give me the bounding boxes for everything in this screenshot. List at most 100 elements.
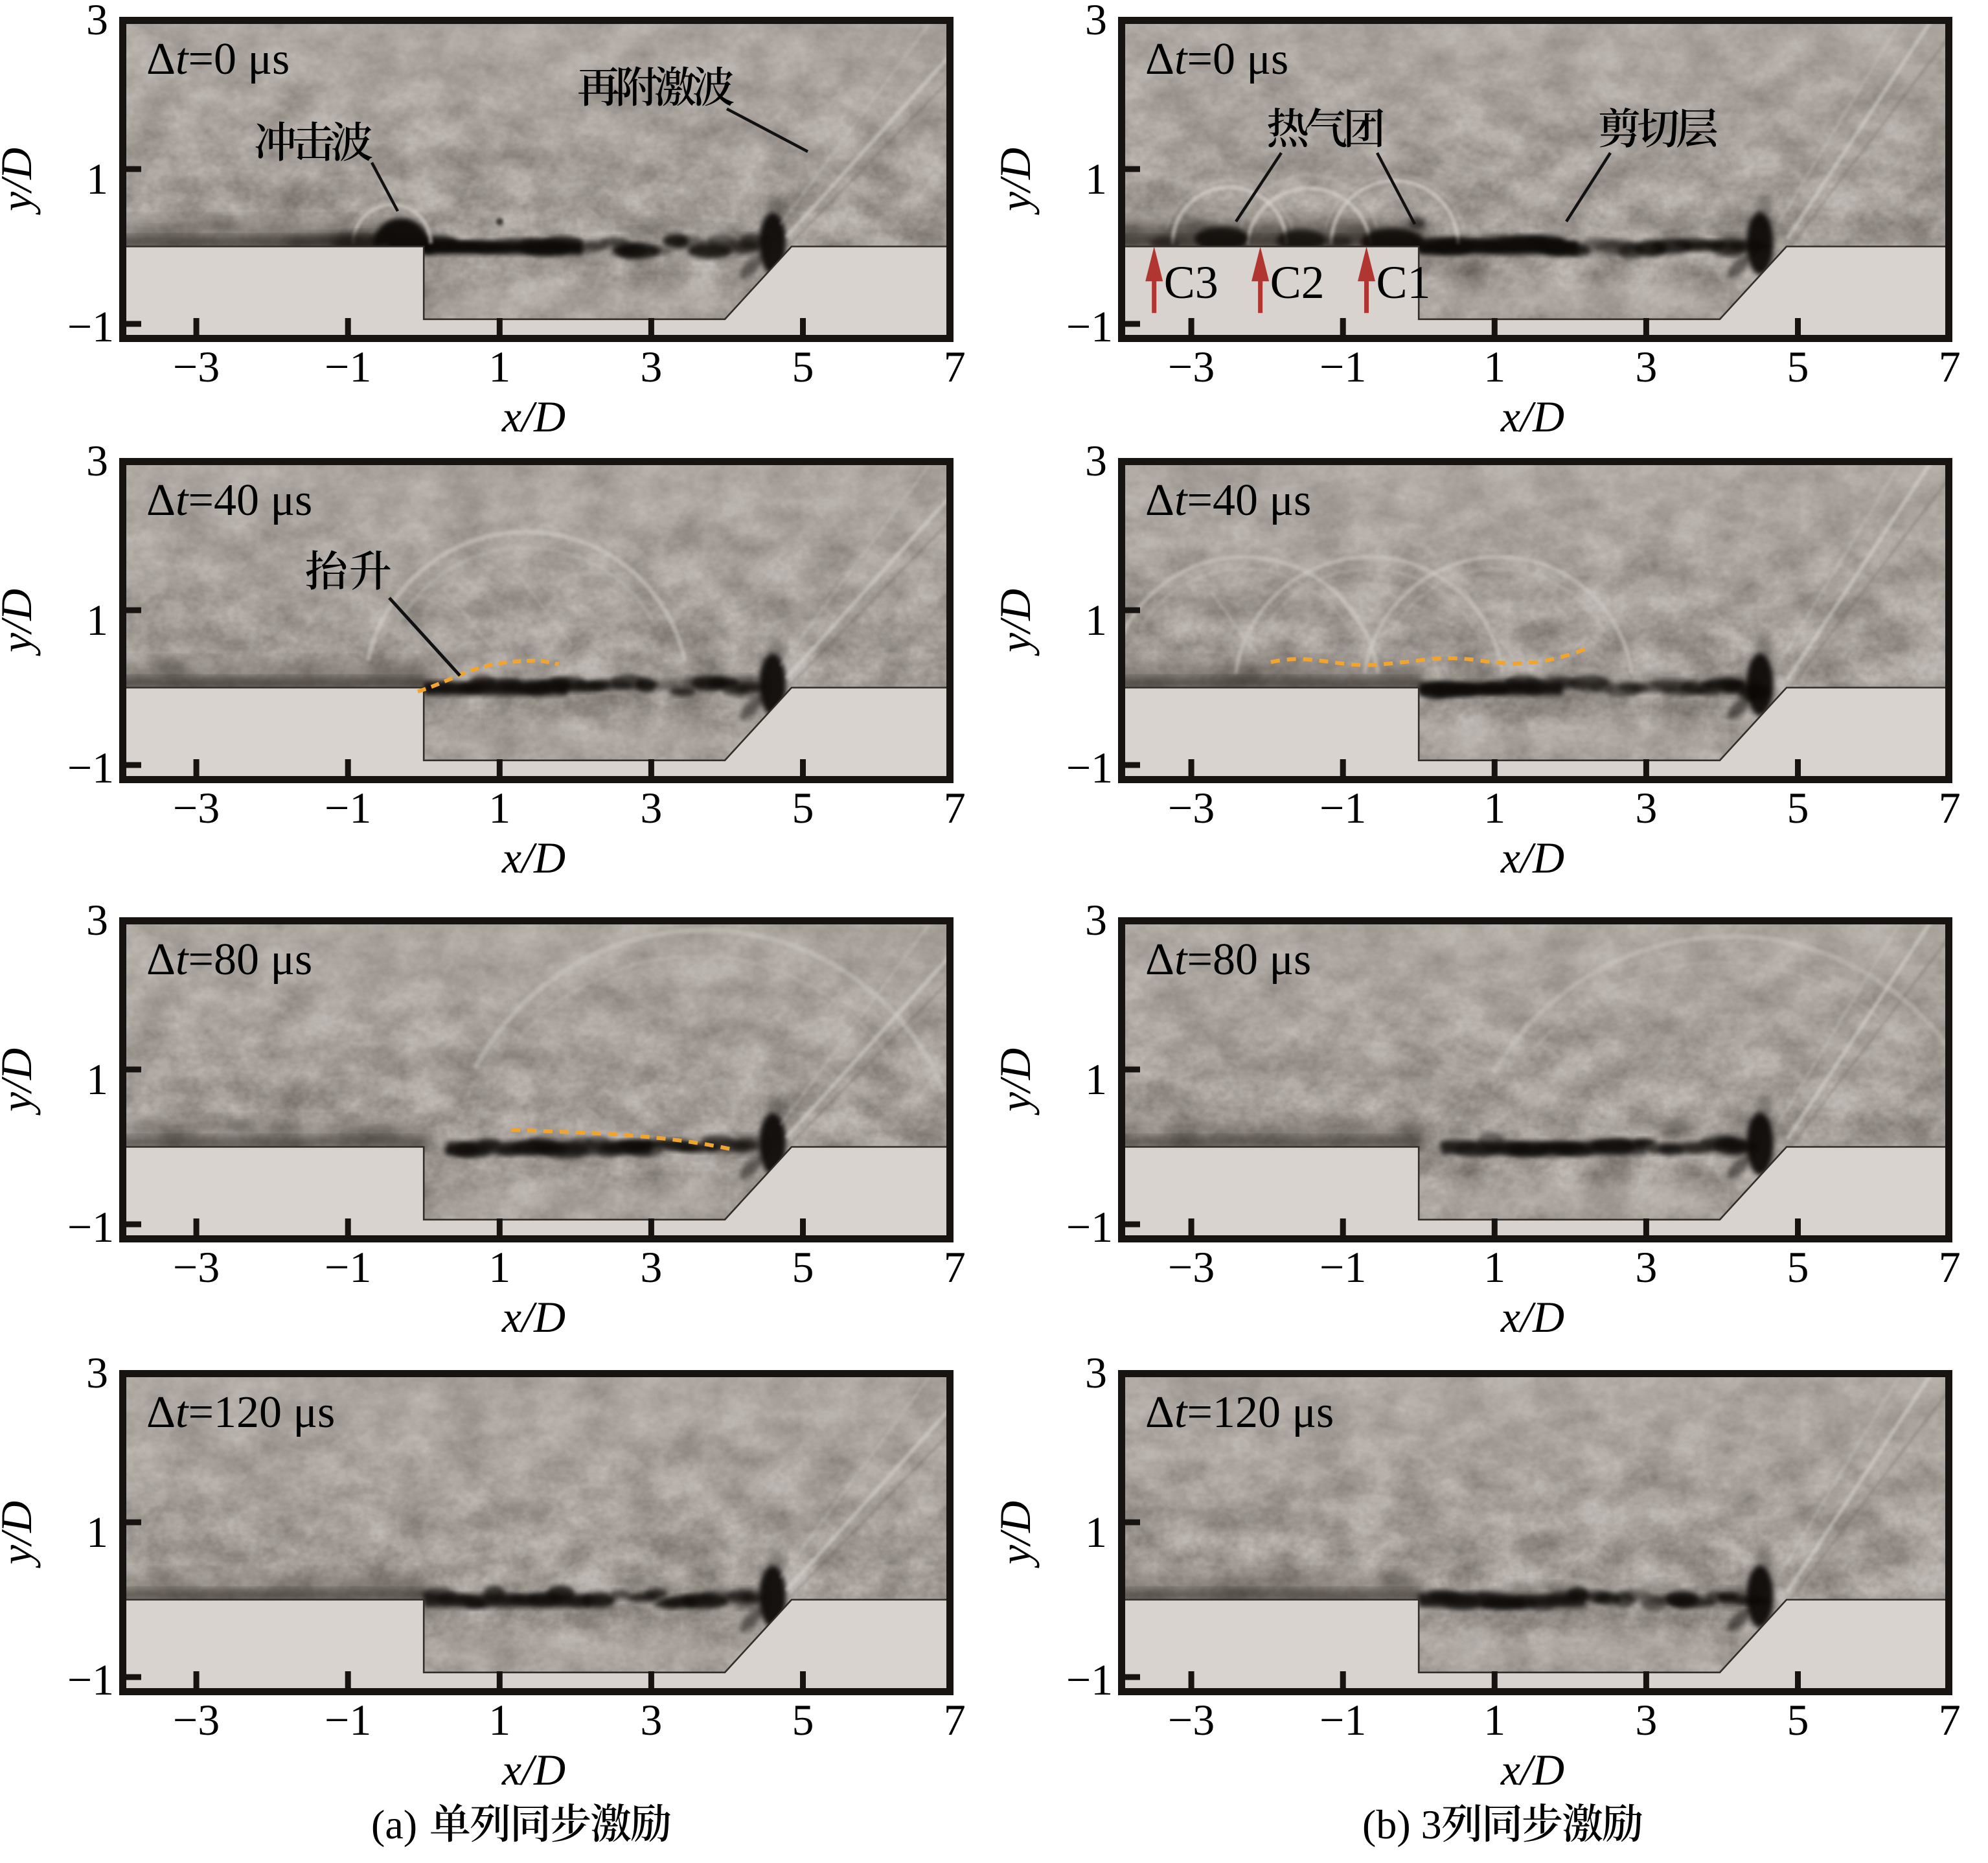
svg-text:7: 7 bbox=[1939, 342, 1961, 391]
svg-text:7: 7 bbox=[1939, 1695, 1961, 1744]
svg-text:Δt=80 μs: Δt=80 μs bbox=[146, 935, 312, 985]
svg-text:−1: −1 bbox=[1066, 302, 1113, 351]
svg-text:y/D: y/D bbox=[0, 1048, 41, 1115]
svg-text:1: 1 bbox=[1483, 1695, 1505, 1744]
svg-text:3: 3 bbox=[640, 1695, 662, 1744]
svg-text:C3: C3 bbox=[1164, 257, 1218, 308]
svg-text:5: 5 bbox=[792, 342, 814, 391]
svg-text:1: 1 bbox=[488, 342, 510, 391]
svg-text:1: 1 bbox=[1483, 1242, 1505, 1292]
svg-text:1: 1 bbox=[1085, 1507, 1107, 1557]
svg-text:3: 3 bbox=[640, 783, 662, 832]
svg-text:1: 1 bbox=[1085, 595, 1107, 645]
svg-text:3: 3 bbox=[1635, 783, 1657, 832]
svg-text:3: 3 bbox=[86, 0, 108, 44]
svg-text:−1: −1 bbox=[1320, 1695, 1366, 1744]
svg-text:y/D: y/D bbox=[990, 589, 1040, 656]
svg-text:3: 3 bbox=[1635, 342, 1657, 391]
svg-text:−3: −3 bbox=[173, 1242, 220, 1292]
svg-text:1: 1 bbox=[488, 1695, 510, 1744]
svg-text:−1: −1 bbox=[1320, 783, 1366, 832]
svg-text:x/D: x/D bbox=[501, 833, 566, 882]
svg-text:x/D: x/D bbox=[501, 1745, 566, 1794]
svg-text:5: 5 bbox=[1787, 1695, 1809, 1744]
svg-text:−1: −1 bbox=[325, 783, 371, 832]
svg-text:−3: −3 bbox=[1168, 783, 1215, 832]
svg-text:−1: −1 bbox=[1320, 342, 1366, 391]
svg-text:−3: −3 bbox=[1168, 342, 1215, 391]
svg-text:5: 5 bbox=[1787, 1242, 1809, 1292]
svg-text:−3: −3 bbox=[1168, 1695, 1215, 1744]
svg-text:5: 5 bbox=[1787, 342, 1809, 391]
svg-text:y/D: y/D bbox=[990, 1048, 1040, 1115]
svg-text:−1: −1 bbox=[1320, 1242, 1366, 1292]
svg-text:x/D: x/D bbox=[501, 1292, 566, 1342]
svg-text:(b) 3: (b) 3 bbox=[1362, 1801, 1442, 1847]
svg-text:3: 3 bbox=[1085, 436, 1107, 485]
svg-text:C1: C1 bbox=[1377, 257, 1431, 308]
svg-text:5: 5 bbox=[1787, 783, 1809, 832]
svg-text:1: 1 bbox=[1483, 342, 1505, 391]
svg-text:7: 7 bbox=[1939, 1242, 1961, 1292]
svg-text:C2: C2 bbox=[1270, 257, 1325, 308]
svg-text:Δt=80 μs: Δt=80 μs bbox=[1145, 935, 1311, 985]
svg-text:x/D: x/D bbox=[501, 392, 566, 441]
svg-text:7: 7 bbox=[944, 783, 966, 832]
svg-text:Δt=120 μs: Δt=120 μs bbox=[146, 1388, 335, 1437]
svg-text:Δt=40 μs: Δt=40 μs bbox=[1145, 475, 1311, 525]
svg-text:−1: −1 bbox=[67, 1202, 114, 1252]
svg-text:7: 7 bbox=[944, 1242, 966, 1292]
svg-text:−1: −1 bbox=[325, 342, 371, 391]
svg-text:3: 3 bbox=[86, 895, 108, 944]
svg-text:x/D: x/D bbox=[1500, 833, 1564, 882]
svg-text:1: 1 bbox=[86, 595, 108, 645]
svg-text:3: 3 bbox=[640, 342, 662, 391]
svg-text:3: 3 bbox=[86, 436, 108, 485]
svg-text:1: 1 bbox=[86, 154, 108, 203]
svg-text:−1: −1 bbox=[325, 1695, 371, 1744]
svg-text:y/D: y/D bbox=[0, 589, 41, 656]
svg-text:x/D: x/D bbox=[1500, 1292, 1564, 1342]
svg-text:−1: −1 bbox=[67, 743, 114, 792]
svg-text:−1: −1 bbox=[67, 1655, 114, 1704]
svg-text:Δt=0 μs: Δt=0 μs bbox=[146, 34, 290, 84]
svg-text:5: 5 bbox=[792, 1242, 814, 1292]
svg-text:7: 7 bbox=[944, 1695, 966, 1744]
svg-text:Δt=120 μs: Δt=120 μs bbox=[1145, 1388, 1334, 1437]
svg-text:1: 1 bbox=[1483, 783, 1505, 832]
svg-text:1: 1 bbox=[1085, 154, 1107, 203]
svg-text:3: 3 bbox=[1085, 1348, 1107, 1397]
svg-text:(a): (a) bbox=[371, 1801, 417, 1847]
svg-text:7: 7 bbox=[1939, 783, 1961, 832]
svg-text:Δt=40 μs: Δt=40 μs bbox=[146, 475, 312, 525]
svg-text:x/D: x/D bbox=[1500, 1745, 1564, 1794]
svg-text:−3: −3 bbox=[1168, 1242, 1215, 1292]
svg-text:−3: −3 bbox=[173, 783, 220, 832]
svg-text:Δt=0 μs: Δt=0 μs bbox=[1145, 34, 1288, 84]
svg-text:3: 3 bbox=[86, 1348, 108, 1397]
svg-text:−1: −1 bbox=[67, 302, 114, 351]
svg-text:−1: −1 bbox=[325, 1242, 371, 1292]
svg-text:5: 5 bbox=[792, 1695, 814, 1744]
svg-text:1: 1 bbox=[488, 1242, 510, 1292]
svg-text:1: 1 bbox=[1085, 1055, 1107, 1104]
svg-text:−3: −3 bbox=[173, 342, 220, 391]
svg-text:3: 3 bbox=[640, 1242, 662, 1292]
svg-text:1: 1 bbox=[488, 783, 510, 832]
svg-text:−3: −3 bbox=[173, 1695, 220, 1744]
svg-text:3: 3 bbox=[1085, 0, 1107, 44]
svg-text:−1: −1 bbox=[1066, 1202, 1113, 1252]
svg-text:3: 3 bbox=[1085, 895, 1107, 944]
svg-text:3: 3 bbox=[1635, 1242, 1657, 1292]
svg-text:7: 7 bbox=[944, 342, 966, 391]
svg-text:x/D: x/D bbox=[1500, 392, 1564, 441]
svg-text:y/D: y/D bbox=[0, 148, 41, 215]
svg-text:y/D: y/D bbox=[0, 1501, 41, 1568]
svg-text:y/D: y/D bbox=[990, 1501, 1040, 1568]
svg-text:3: 3 bbox=[1635, 1695, 1657, 1744]
svg-text:y/D: y/D bbox=[990, 148, 1040, 215]
svg-text:−1: −1 bbox=[1066, 1655, 1113, 1704]
svg-text:−1: −1 bbox=[1066, 743, 1113, 792]
svg-text:1: 1 bbox=[86, 1055, 108, 1104]
svg-text:5: 5 bbox=[792, 783, 814, 832]
